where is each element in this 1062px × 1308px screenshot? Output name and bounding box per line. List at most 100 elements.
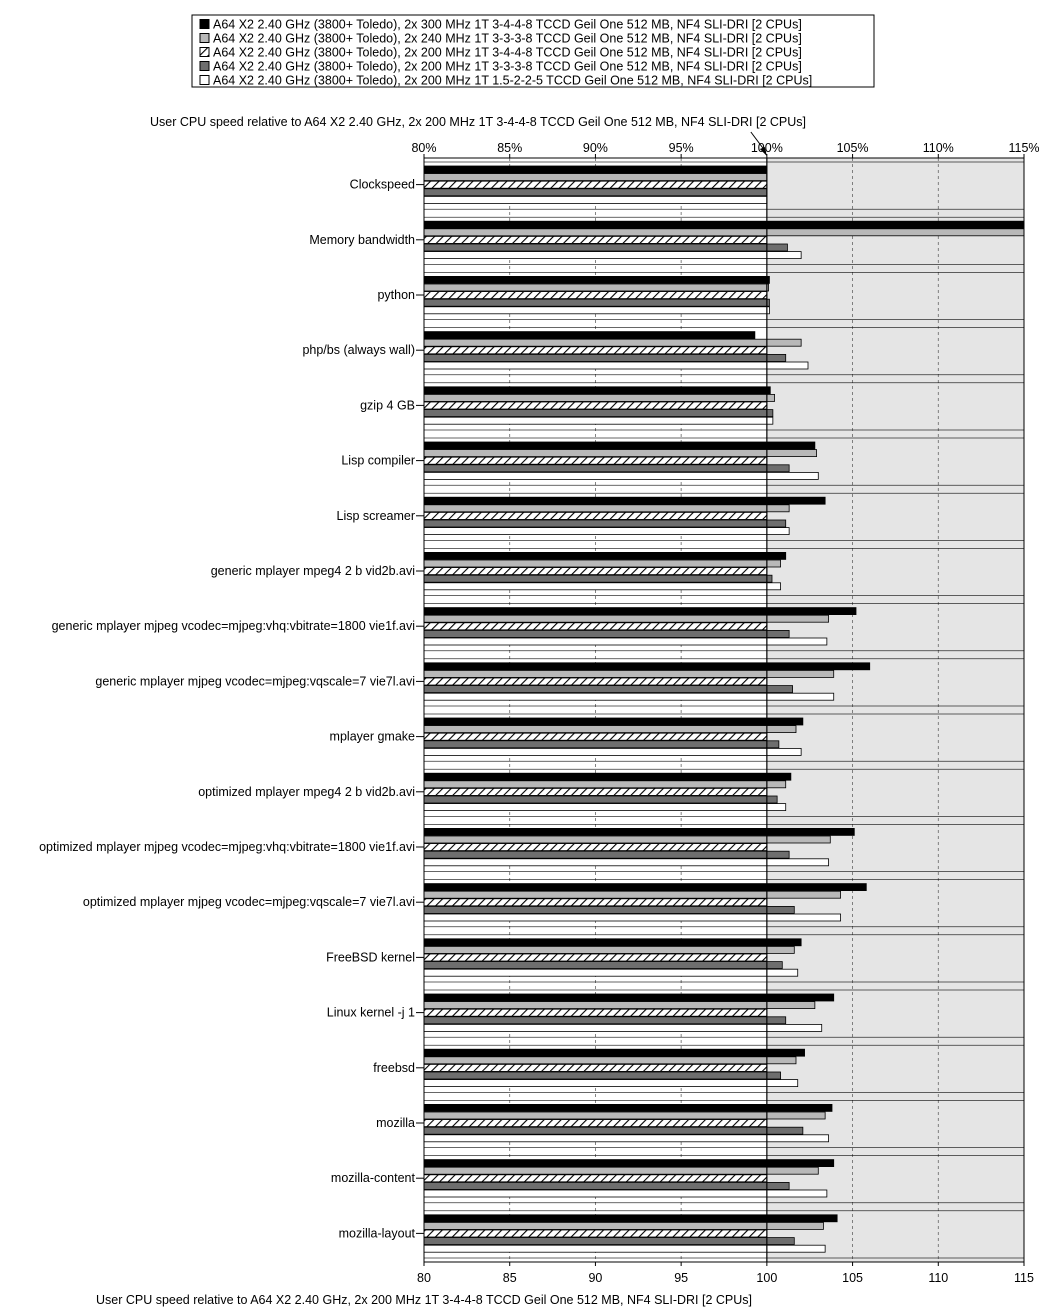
bar bbox=[423, 1079, 799, 1087]
legend-entry: A64 X2 2.40 GHz (3800+ Toledo), 2x 300 M… bbox=[213, 18, 802, 32]
bar bbox=[423, 1166, 819, 1175]
bar bbox=[423, 1174, 768, 1183]
category-label: Clockspeed bbox=[350, 178, 415, 192]
bar bbox=[423, 1182, 790, 1190]
bar bbox=[423, 780, 787, 789]
bar bbox=[423, 235, 768, 244]
bar bbox=[423, 283, 769, 292]
bar bbox=[423, 1244, 826, 1253]
x-tick-label-top: 85% bbox=[497, 141, 522, 155]
category-label: Linux kernel -j 1 bbox=[327, 1006, 415, 1020]
bar bbox=[423, 441, 816, 450]
bar bbox=[423, 692, 835, 701]
bar bbox=[423, 1064, 768, 1072]
bar bbox=[423, 1071, 781, 1080]
category-label: optimized mplayer mjpeg vcodec=mjpeg:vqs… bbox=[83, 895, 415, 909]
bar bbox=[423, 173, 768, 182]
category-label: mozilla-layout bbox=[339, 1226, 416, 1240]
bar bbox=[423, 180, 768, 189]
bar bbox=[423, 512, 768, 520]
bar bbox=[423, 1104, 833, 1112]
bar bbox=[423, 622, 768, 631]
bar bbox=[423, 228, 1025, 237]
x-tick-label-top: 80% bbox=[411, 141, 436, 155]
bar bbox=[423, 195, 768, 204]
category-label: Lisp screamer bbox=[337, 509, 416, 523]
bar bbox=[423, 677, 768, 686]
bar bbox=[423, 1214, 838, 1223]
category-label: python bbox=[377, 288, 415, 302]
bar bbox=[423, 803, 787, 811]
bar bbox=[423, 1119, 768, 1127]
bar bbox=[423, 670, 835, 678]
category-label: generic mplayer mpeg4 2 b vid2b.avi bbox=[211, 564, 415, 578]
category-label: php/bs (always wall) bbox=[302, 343, 415, 357]
category-label: mozilla bbox=[376, 1116, 415, 1130]
bar bbox=[423, 1001, 816, 1009]
x-tick-label-bottom: 85 bbox=[503, 1271, 517, 1285]
bar bbox=[423, 883, 867, 891]
x-tick-label-bottom: 95 bbox=[674, 1271, 688, 1285]
bar bbox=[423, 1056, 797, 1065]
bar bbox=[423, 662, 871, 671]
legend-swatch bbox=[199, 47, 210, 57]
category-label: freebsd bbox=[373, 1061, 415, 1075]
bar bbox=[423, 614, 829, 623]
x-tick-label-top: 90% bbox=[583, 141, 608, 155]
bar bbox=[423, 401, 768, 410]
legend-entry: A64 X2 2.40 GHz (3800+ Toledo), 2x 200 M… bbox=[213, 74, 812, 88]
x-tick-label-bottom: 100 bbox=[756, 1271, 777, 1285]
bar bbox=[423, 795, 778, 804]
bar bbox=[423, 850, 790, 859]
legend-swatch bbox=[199, 61, 210, 71]
legend: A64 X2 2.40 GHz (3800+ Toledo), 2x 300 M… bbox=[191, 14, 875, 88]
x-tick-label-top: 110% bbox=[923, 141, 954, 155]
bar bbox=[423, 732, 768, 741]
bar bbox=[423, 961, 783, 969]
bar bbox=[423, 968, 799, 977]
bar bbox=[423, 251, 802, 260]
x-tick-label-top: 115% bbox=[1008, 141, 1039, 155]
category-label: generic mplayer mjpeg vcodec=mjpeg:vhq:v… bbox=[52, 619, 415, 633]
bar bbox=[423, 298, 770, 307]
bar bbox=[423, 504, 790, 513]
legend-swatch bbox=[199, 33, 210, 43]
category-label: optimized mplayer mjpeg vcodec=mjpeg:vhq… bbox=[39, 840, 415, 854]
x-tick-label-bottom: 90 bbox=[588, 1271, 602, 1285]
bar bbox=[423, 165, 768, 174]
x-axis-label: User CPU speed relative to A64 X2 2.40 G… bbox=[96, 1293, 752, 1307]
x-tick-label-bottom: 115 bbox=[1014, 1271, 1034, 1285]
bar bbox=[423, 772, 792, 781]
bar bbox=[423, 1016, 787, 1025]
bar bbox=[423, 409, 774, 418]
bar bbox=[423, 331, 756, 340]
category-label: generic mplayer mjpeg vcodec=mjpeg:vqsca… bbox=[95, 674, 415, 688]
bar bbox=[423, 1229, 768, 1238]
category-label: mplayer gmake bbox=[330, 730, 415, 744]
bar bbox=[423, 913, 841, 922]
bar bbox=[423, 1008, 768, 1017]
bar bbox=[423, 1134, 829, 1143]
bar bbox=[423, 243, 788, 252]
bar bbox=[423, 748, 802, 756]
category-label: FreeBSD kernel bbox=[326, 950, 415, 964]
bar bbox=[423, 993, 835, 1002]
bar bbox=[423, 858, 829, 867]
bar bbox=[423, 835, 831, 844]
bar bbox=[423, 953, 768, 962]
bar bbox=[423, 740, 780, 749]
bar bbox=[423, 449, 817, 458]
bar bbox=[423, 890, 841, 899]
bar bbox=[423, 828, 855, 836]
bar bbox=[423, 306, 770, 315]
bar bbox=[423, 607, 857, 615]
x-tick-label-top: 105% bbox=[837, 141, 869, 155]
bar bbox=[423, 574, 773, 583]
x-tick-label-top: 100% bbox=[751, 141, 783, 155]
plot-area: Clockspeed Memory bandwidth python php/bs (… bbox=[39, 131, 1040, 1285]
bar bbox=[423, 725, 797, 733]
x-tick-label-top: 95% bbox=[669, 141, 694, 155]
bar bbox=[423, 496, 826, 505]
x-tick-label-bottom: 110 bbox=[928, 1271, 948, 1285]
